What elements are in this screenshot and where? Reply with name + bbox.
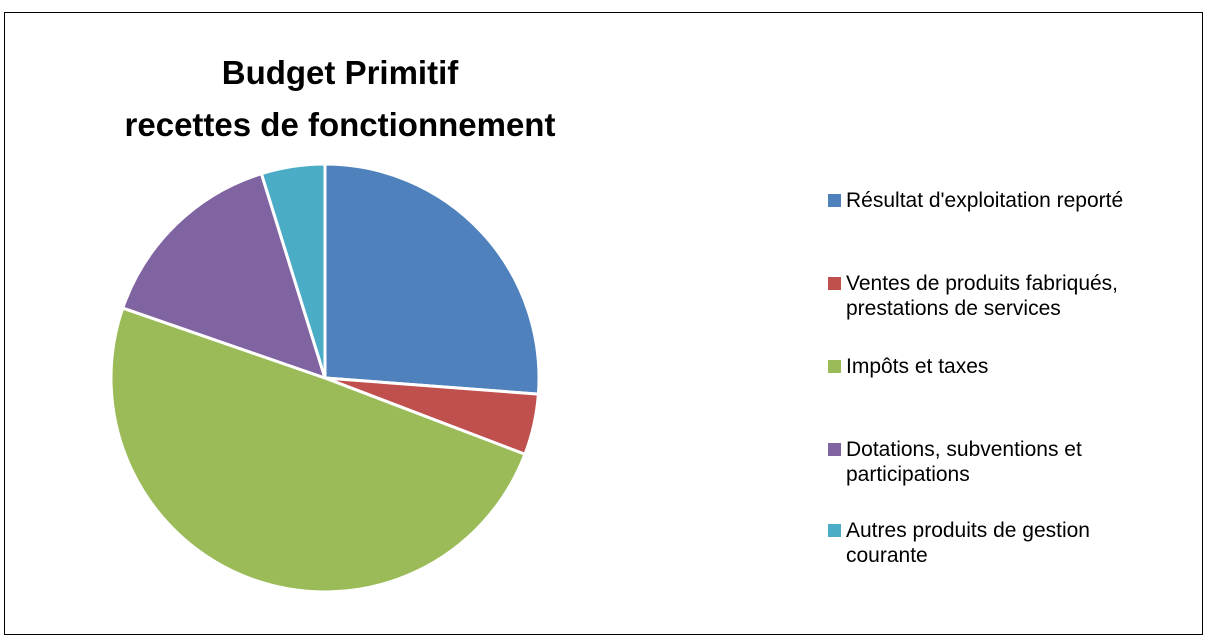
legend-label: Impôts et taxes (846, 355, 989, 378)
legend-entry: Ventes de produits fabriqués, prestation… (828, 271, 1173, 321)
pie-slice (109, 306, 527, 594)
pie-slice (121, 172, 327, 380)
pie-slice (259, 162, 327, 380)
legend-entry: Autres produits de gestion courante (828, 518, 1173, 568)
legend-label: Autres produits de gestion courante (846, 519, 1090, 567)
legend-entry: Dotations, subventions et participations (828, 437, 1173, 487)
legend-label: Dotations, subventions et participations (846, 438, 1082, 486)
legend-swatch (828, 277, 841, 290)
legend-swatch (828, 360, 841, 373)
legend-entry: Impôts et taxes (828, 354, 1173, 379)
chart-title: recettes de fonctionnement (125, 106, 556, 143)
legend-entry: Résultat d'exploitation reporté (828, 188, 1173, 213)
legend-label: Ventes de produits fabriqués, prestation… (846, 272, 1119, 320)
legend-swatch (828, 524, 841, 537)
legend-label: Résultat d'exploitation reporté (846, 189, 1124, 212)
chart-title: Budget Primitif (222, 54, 460, 91)
legend-swatch (828, 443, 841, 456)
pie-slice (323, 162, 541, 396)
legend-swatch (828, 194, 841, 207)
